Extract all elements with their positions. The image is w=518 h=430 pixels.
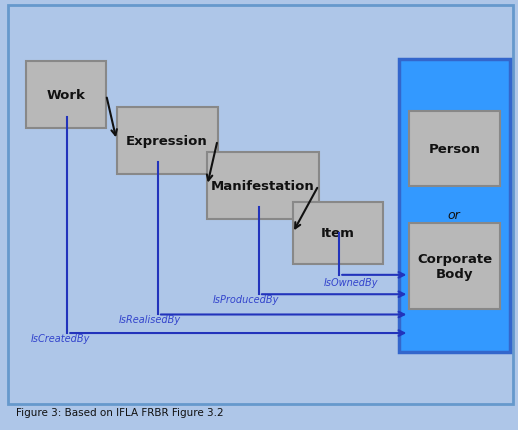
FancyBboxPatch shape	[26, 62, 106, 129]
FancyBboxPatch shape	[409, 112, 500, 187]
Text: Manifestation: Manifestation	[211, 179, 315, 193]
Text: IsProducedBy: IsProducedBy	[212, 295, 279, 304]
Text: Item: Item	[321, 227, 355, 240]
FancyBboxPatch shape	[8, 6, 513, 404]
FancyBboxPatch shape	[293, 202, 383, 264]
FancyBboxPatch shape	[207, 153, 319, 219]
FancyBboxPatch shape	[117, 108, 218, 174]
Text: Work: Work	[47, 89, 85, 102]
Text: or: or	[448, 209, 461, 221]
FancyBboxPatch shape	[399, 60, 510, 353]
Text: Person: Person	[428, 143, 481, 156]
Text: Corporate
Body: Corporate Body	[417, 253, 492, 280]
Text: IsCreatedBy: IsCreatedBy	[31, 333, 91, 343]
FancyBboxPatch shape	[409, 224, 500, 310]
Text: IsOwnedBy: IsOwnedBy	[324, 277, 378, 287]
Text: Figure 3: Based on IFLA FRBR Figure 3.2: Figure 3: Based on IFLA FRBR Figure 3.2	[16, 407, 223, 417]
Text: Expression: Expression	[126, 134, 208, 147]
Text: IsRealisedBy: IsRealisedBy	[119, 315, 181, 325]
